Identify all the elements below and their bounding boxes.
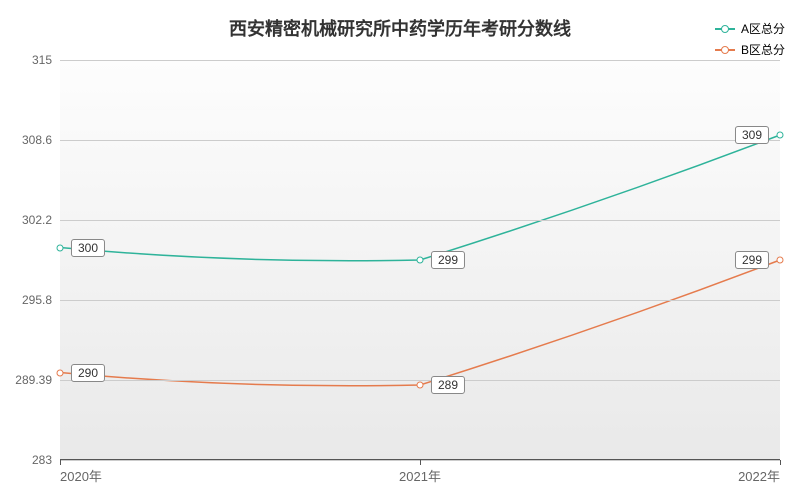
- legend-swatch-a: [715, 28, 735, 30]
- y-axis-tick-label: 283: [32, 453, 52, 467]
- data-marker: [417, 257, 424, 264]
- legend: A区总分 B区总分: [715, 20, 785, 58]
- data-label: 290: [71, 364, 105, 382]
- data-label: 299: [735, 251, 769, 269]
- legend-item-a: A区总分: [715, 20, 785, 37]
- y-axis-tick-label: 289.39: [15, 373, 52, 387]
- grid-line: [60, 60, 780, 61]
- legend-item-b: B区总分: [715, 41, 785, 58]
- data-marker: [777, 257, 784, 264]
- legend-swatch-b: [715, 49, 735, 51]
- chart-title: 西安精密机械研究所中药学历年考研分数线: [229, 15, 571, 41]
- x-axis-tick-label: 2020年: [60, 466, 102, 485]
- x-tick: [420, 460, 421, 465]
- y-axis-tick-label: 302.2: [22, 213, 52, 227]
- grid-line: [60, 220, 780, 221]
- plot-area: 283289.39295.8302.2308.63152020年2021年202…: [60, 60, 780, 460]
- data-marker: [417, 382, 424, 389]
- data-label: 309: [735, 126, 769, 144]
- series-line: [60, 135, 780, 261]
- data-label: 300: [71, 239, 105, 257]
- series-line: [60, 260, 780, 386]
- y-axis-tick-label: 315: [32, 53, 52, 67]
- data-marker: [57, 244, 64, 251]
- data-marker: [777, 132, 784, 139]
- x-axis-tick-label: 2022年: [738, 466, 780, 485]
- data-label: 289: [431, 376, 465, 394]
- x-tick: [60, 460, 61, 465]
- legend-label-b: B区总分: [741, 41, 785, 58]
- y-axis-tick-label: 295.8: [22, 293, 52, 307]
- data-marker: [57, 369, 64, 376]
- y-axis-tick-label: 308.6: [22, 133, 52, 147]
- x-axis-tick-label: 2021年: [399, 466, 441, 485]
- data-label: 299: [431, 251, 465, 269]
- legend-label-a: A区总分: [741, 20, 785, 37]
- grid-line: [60, 140, 780, 141]
- grid-line: [60, 300, 780, 301]
- x-tick: [780, 460, 781, 465]
- chart-container: 西安精密机械研究所中药学历年考研分数线 A区总分 B区总分 283289.392…: [0, 0, 800, 500]
